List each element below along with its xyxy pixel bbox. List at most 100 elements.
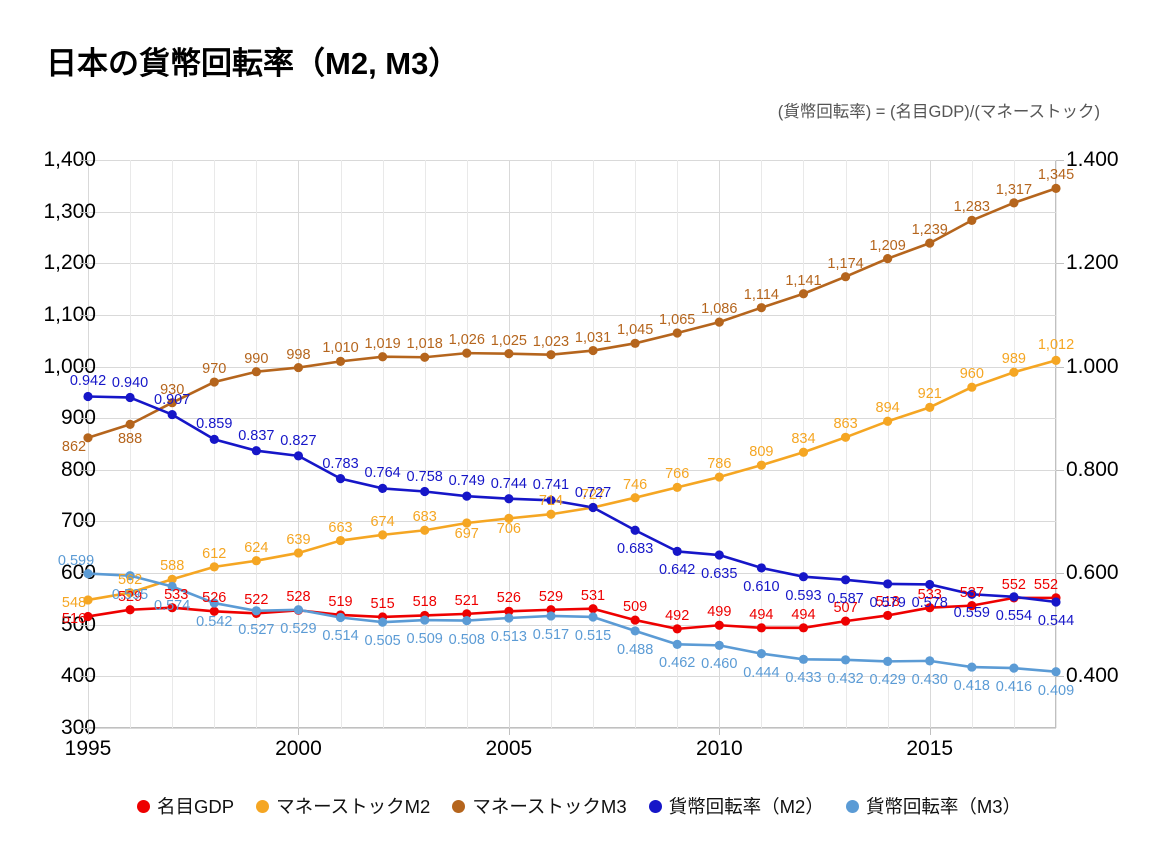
data-point-label: 522 — [244, 592, 269, 609]
data-point-label: 1,026 — [448, 332, 485, 349]
x-axis-tick-label: 2015 — [906, 737, 954, 760]
data-point-label: 1,141 — [785, 272, 822, 289]
chart-title: 日本の貨幣回転率（M2, M3） — [46, 46, 460, 81]
data-point-label: 1,283 — [953, 199, 990, 216]
chart-legend: 名目GDP マネーストックM2 マネーストックM3 貨幣回転率（M2） 貨幣回転率（M3… — [0, 793, 1158, 819]
data-point-label: 528 — [286, 589, 311, 606]
y-axis-left-tick-label: 1,300 — [43, 199, 96, 223]
data-point-label: 863 — [833, 416, 858, 433]
data-point-label: 0.574 — [154, 597, 191, 614]
legend-item[interactable]: 貨幣回転率（M3） — [845, 793, 1022, 819]
data-point-label: 0.827 — [280, 432, 317, 449]
y-axis-left-tick — [80, 521, 88, 523]
gridline-vertical — [1056, 160, 1057, 728]
data-point-label: 0.509 — [406, 631, 443, 648]
data-point-label: 0.837 — [238, 427, 275, 444]
data-point-label: 0.764 — [364, 465, 401, 482]
gridline-horizontal — [88, 728, 1056, 729]
data-point-label: 0.515 — [574, 627, 612, 644]
legend-label: 貨幣回転率（M3） — [865, 796, 1022, 817]
data-point-label: 1,031 — [574, 329, 612, 346]
data-point-label: 518 — [875, 594, 900, 611]
legend-label: 名目GDP — [156, 796, 235, 817]
data-point-label: 519 — [328, 593, 353, 610]
data-point-label: 0.578 — [911, 595, 948, 612]
y-axis-right-tick — [1056, 366, 1064, 368]
y-axis-left-tick — [80, 728, 88, 729]
y-axis-right-tick-label: 1.400 — [1066, 148, 1119, 171]
data-point-label: 0.433 — [785, 670, 822, 687]
gridline-horizontal — [88, 263, 1056, 265]
data-point-label: 0.432 — [827, 670, 864, 687]
data-point-label: 0.505 — [364, 633, 401, 650]
data-point-label: 1,045 — [616, 322, 654, 339]
data-point-label: 562 — [117, 571, 143, 588]
data-point-label: 714 — [538, 493, 564, 510]
y-axis-left-tick — [80, 263, 88, 265]
y-axis-left-tick-label: 1,200 — [43, 251, 96, 275]
gridline-vertical — [845, 160, 847, 728]
data-point-label: 0.542 — [196, 614, 233, 631]
data-point-label: 516 — [61, 611, 87, 628]
legend-item[interactable]: マネーストックM2 — [256, 793, 430, 819]
legend-marker-icon — [256, 799, 270, 813]
data-point-label: 1,239 — [911, 222, 948, 239]
data-point-label: 786 — [707, 456, 732, 473]
data-point-label: 0.587 — [827, 590, 864, 607]
data-point-label: 529 — [538, 588, 564, 605]
y-axis-left-tick-label: 700 — [60, 509, 96, 533]
data-point-label: 809 — [749, 444, 774, 461]
gridline-vertical — [256, 160, 258, 728]
data-point-label: 834 — [791, 431, 816, 448]
data-point-label: 0.508 — [448, 631, 485, 648]
data-point-label: 0.595 — [111, 586, 149, 603]
gridline-vertical — [88, 160, 89, 728]
legend-label: マネーストックM2 — [276, 796, 431, 817]
data-point-label: 526 — [496, 590, 521, 607]
data-point-label: 1,345 — [1037, 167, 1075, 184]
gridline-vertical — [971, 160, 973, 728]
data-point-label: 998 — [286, 346, 311, 363]
data-point-label: 706 — [496, 521, 521, 538]
data-point-label: 0.942 — [69, 373, 107, 390]
legend-marker-icon — [845, 799, 859, 813]
data-point-label: 0.527 — [238, 621, 275, 638]
data-point-label: 0.559 — [953, 605, 990, 622]
gridline-horizontal — [88, 418, 1056, 420]
data-point-label: 0.727 — [574, 484, 612, 501]
data-point-label: 0.940 — [111, 374, 149, 391]
plot-area — [88, 160, 1057, 729]
gridline-vertical — [214, 160, 216, 728]
y-axis-right-tick-label: 0.800 — [1066, 457, 1119, 481]
x-axis-tick — [298, 728, 300, 735]
data-point-label: 499 — [707, 604, 732, 621]
y-axis-left-tick — [80, 211, 88, 213]
legend-marker-icon — [648, 799, 662, 813]
legend-item[interactable]: マネーストックM3 — [452, 793, 627, 819]
y-axis-right-tick — [1056, 160, 1064, 161]
gridline-horizontal — [88, 521, 1056, 523]
data-point-label: 0.610 — [743, 578, 780, 595]
data-point-label: 612 — [202, 545, 227, 562]
data-point-label: 990 — [244, 350, 269, 367]
data-point-label: 960 — [959, 366, 984, 383]
data-point-label: 0.462 — [659, 655, 696, 672]
data-point-label: 0.418 — [953, 678, 990, 695]
y-axis-right-tick — [1056, 263, 1064, 265]
data-point-label: 0.416 — [995, 679, 1033, 696]
gridline-horizontal — [88, 469, 1056, 471]
gridline-vertical — [172, 160, 174, 728]
x-axis-tick-label: 2010 — [695, 737, 743, 760]
data-point-label: 1,174 — [827, 255, 864, 272]
legend-item[interactable]: 名目GDP — [136, 793, 235, 819]
gridline-horizontal — [88, 624, 1056, 626]
data-point-label: 0.544 — [1037, 613, 1075, 629]
data-point-label: 0.529 — [280, 620, 317, 637]
data-point-label: 0.488 — [616, 641, 654, 658]
legend-marker-icon — [136, 799, 150, 813]
legend-item[interactable]: 貨幣回転率（M2） — [648, 793, 824, 819]
data-point-label: 1,025 — [490, 332, 528, 349]
data-point-label: 533 — [164, 586, 189, 603]
data-point-label: 0.783 — [322, 455, 359, 472]
